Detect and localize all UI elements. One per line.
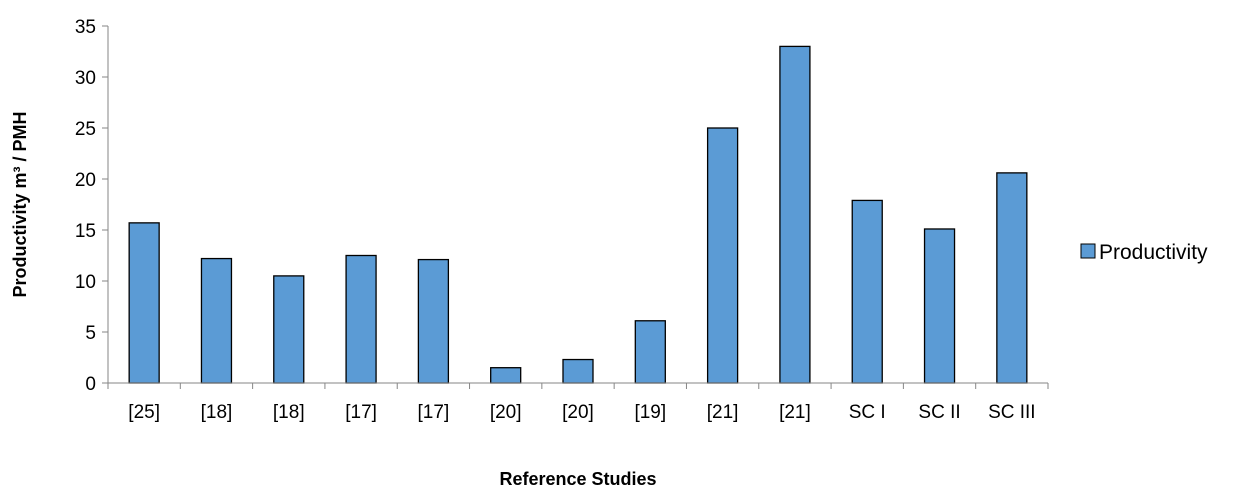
x-tick-label: SC II	[918, 402, 960, 423]
x-tick-label: [17]	[418, 402, 450, 423]
x-tick-label: [25]	[128, 402, 160, 423]
x-tick-label: [21]	[779, 402, 811, 423]
legend: Productivity	[1080, 241, 1208, 264]
x-tick-label: [20]	[562, 402, 594, 423]
y-tick-label: 0	[85, 374, 96, 395]
bar	[273, 275, 305, 384]
y-tick-label: 5	[85, 323, 96, 344]
x-tick-label: [21]	[707, 402, 739, 423]
y-tick-label: 10	[75, 272, 96, 293]
y-axis-title: Productivity m³ / PMH	[10, 111, 30, 297]
y-tick-label: 30	[75, 68, 96, 89]
legend-swatch-productivity	[1080, 243, 1096, 259]
bar	[490, 367, 522, 384]
bars	[128, 45, 1028, 384]
bar	[706, 127, 739, 384]
y-tick-label: 15	[75, 221, 96, 242]
x-tick-label: SC III	[988, 402, 1036, 423]
bar	[562, 358, 594, 384]
legend-label-productivity: Productivity	[1099, 241, 1208, 264]
bar	[851, 199, 883, 384]
bar	[996, 172, 1028, 384]
bar	[417, 258, 450, 384]
y-tick-label: 35	[75, 17, 96, 38]
x-tick-label: [18]	[201, 402, 233, 423]
x-tick-label: SC I	[849, 402, 886, 423]
x-tick-label: [20]	[490, 402, 522, 423]
bar	[923, 228, 956, 384]
y-axis-ticks: 0 5 10 15 20 25 30 35	[75, 17, 108, 395]
x-tick-label: [18]	[273, 402, 305, 423]
y-tick-label: 25	[75, 119, 96, 140]
bar	[634, 320, 666, 384]
y-tick-label: 20	[75, 170, 96, 191]
x-axis-ticks: [25] [18] [18] [17] [17] [20] [20] [19] [21] [21]…	[107, 383, 1049, 423]
bar	[200, 257, 233, 384]
x-tick-label: [17]	[345, 402, 377, 423]
bar	[779, 45, 811, 384]
x-axis-title: Reference Studies	[499, 469, 656, 489]
bar	[345, 254, 377, 384]
bar	[128, 222, 160, 384]
x-tick-label: [19]	[634, 402, 666, 423]
